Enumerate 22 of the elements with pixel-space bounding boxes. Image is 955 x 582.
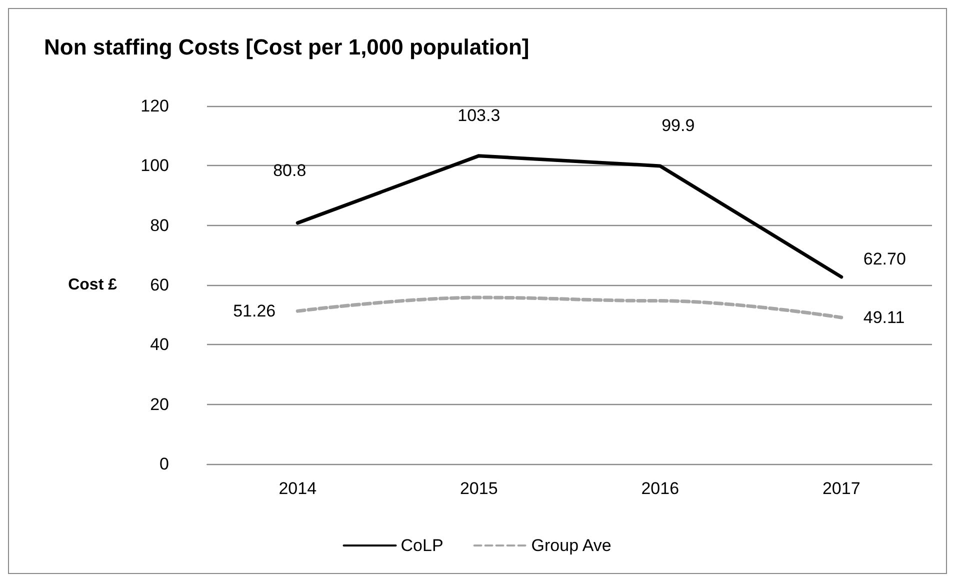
y-tick-label: 40 (150, 335, 169, 354)
x-tick-label: 2015 (460, 479, 498, 498)
y-tick-label: 80 (150, 216, 169, 235)
legend-label: CoLP (400, 536, 444, 555)
data-label: 62.70 (863, 249, 906, 268)
x-tick-label: 2016 (641, 479, 680, 498)
line-series (296, 296, 844, 320)
data-label: 51.26 (233, 302, 276, 321)
chart-title: Non staffing Costs [Cost per 1,000 population] (44, 34, 530, 60)
y-tick-label: 20 (150, 394, 169, 414)
data-label: 49.11 (863, 308, 905, 327)
y-tick-label: 60 (150, 276, 169, 294)
data-label: 80.8 (273, 160, 306, 180)
y-tick-label: 100 (140, 156, 169, 176)
y-tick-label: 0 (160, 454, 169, 474)
x-tick-label: 2017 (822, 479, 860, 498)
y-axis-title: Cost £ (68, 276, 118, 294)
legend-label: Group Ave (531, 536, 612, 555)
x-tick-label: 2014 (278, 479, 317, 498)
y-tick-label: 120 (140, 96, 169, 116)
data-label: 103.3 (458, 106, 500, 125)
data-label: 99.9 (662, 116, 695, 135)
